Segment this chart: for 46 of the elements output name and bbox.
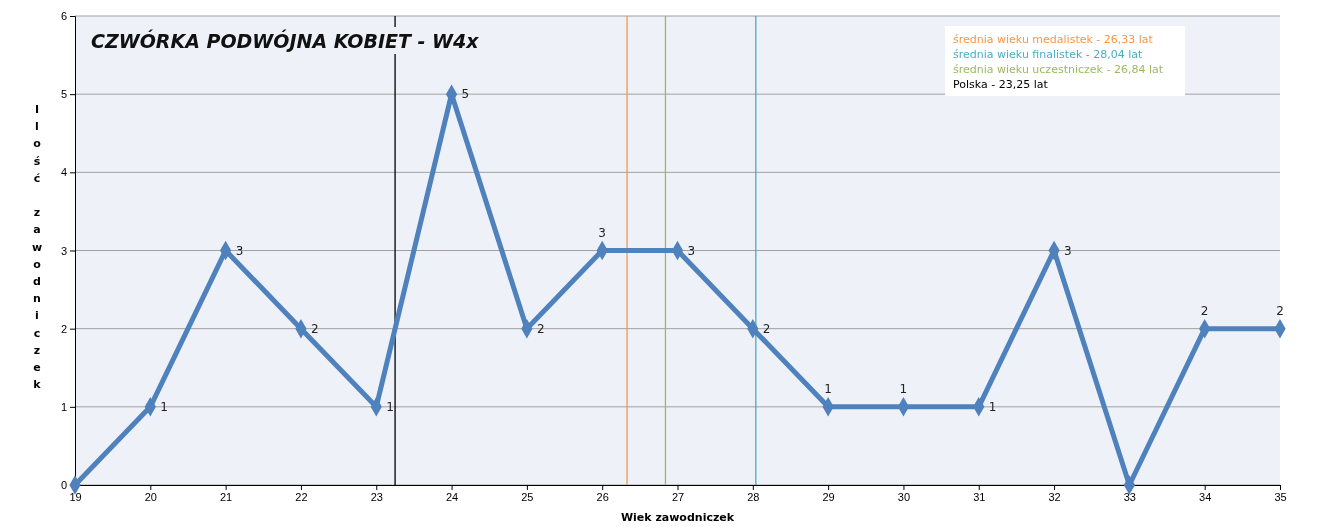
data-label: 3 <box>687 243 696 258</box>
y-tick-label: 4 <box>60 166 67 179</box>
data-label: 5 <box>461 87 470 102</box>
x-tick-label: 27 <box>671 490 685 503</box>
x-tick-label: 30 <box>897 490 911 503</box>
x-tick-label: 33 <box>1123 490 1136 503</box>
ref-line-label: średnia wieku finalistek - 28,04 lat <box>953 48 1144 61</box>
data-label: 1 <box>899 381 908 396</box>
data-label: 1 <box>160 399 168 414</box>
x-tick-label: 21 <box>220 490 233 503</box>
data-label: 1 <box>824 381 832 396</box>
x-tick-label: 20 <box>144 490 157 503</box>
y-tick-label: 5 <box>60 88 67 101</box>
data-label: 2 <box>762 321 771 336</box>
x-tick-label: 19 <box>69 490 82 503</box>
text: CZWÓRKA PODWÓJNA KOBIET - W4x <box>91 29 480 52</box>
x-tick-label: 31 <box>973 490 986 503</box>
data-label: 3 <box>1064 243 1072 258</box>
x-tick-label: 26 <box>596 490 609 503</box>
ref-line-label: Polska - 23,25 lat <box>953 78 1049 91</box>
text: Ilość zawodniczek <box>31 102 43 392</box>
x-tick-label: 29 <box>822 490 835 503</box>
y-tick-label: 6 <box>60 10 67 23</box>
x-axis-title: Wiek zawodniczek <box>620 511 735 524</box>
x-tick-label: 28 <box>747 490 760 503</box>
ref-line-label: średnia wieku medalistek - 26,33 lat <box>953 33 1154 46</box>
x-tick-label: 24 <box>445 490 459 503</box>
y-tick-label: 0 <box>60 479 67 492</box>
data-label: 2 <box>1200 303 1209 318</box>
data-label: 3 <box>235 243 244 258</box>
data-label: 1 <box>988 399 997 414</box>
data-label: 2 <box>536 321 545 336</box>
data-label: 1 <box>386 399 394 414</box>
data-label: 2 <box>310 321 319 336</box>
y-tick-label: 1 <box>60 400 67 413</box>
x-tick-label: 25 <box>521 490 534 503</box>
x-tick-label: 32 <box>1048 490 1061 503</box>
ref-line-label: średnia wieku uczestniczek - 26,84 lat <box>953 63 1164 76</box>
x-tick-label: 23 <box>370 490 383 503</box>
y-tick-label: 2 <box>60 322 67 335</box>
data-label: 3 <box>598 225 607 240</box>
x-tick-label: 35 <box>1274 490 1287 503</box>
x-tick-label: 34 <box>1199 490 1212 503</box>
data-label: 2 <box>1276 303 1284 318</box>
x-tick-label: 22 <box>295 490 308 503</box>
y-tick-label: 3 <box>60 244 67 257</box>
